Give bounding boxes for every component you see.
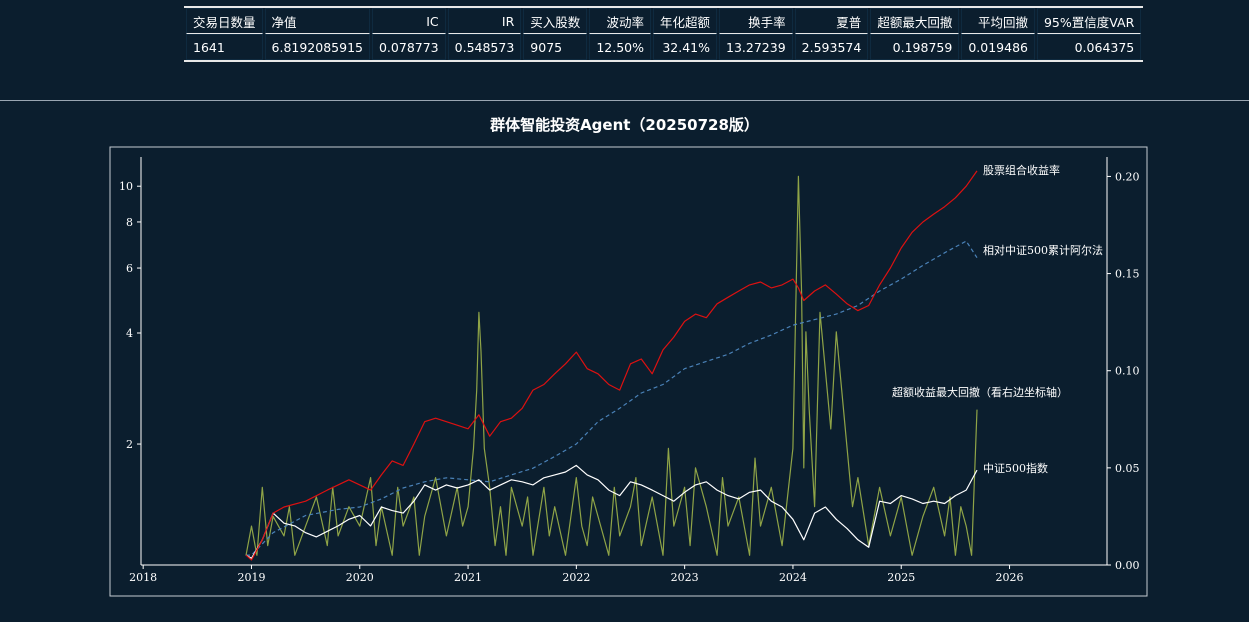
- chart-title: 群体智能投资Agent（20250728版）: [490, 116, 759, 134]
- stats-value-cell: 6.8192085915: [264, 34, 370, 60]
- y-right-tick-label: 0.20: [1115, 170, 1140, 183]
- stats-value-cell: 0.548573: [447, 34, 522, 60]
- x-tick-label: 2021: [454, 571, 482, 584]
- y-left-tick-label: 4: [126, 327, 133, 340]
- stats-value-cell: 0.078773: [371, 34, 446, 60]
- y-right-tick-label: 0.00: [1115, 559, 1140, 572]
- series-label: 股票组合收益率: [983, 163, 1060, 177]
- series-label: 超额收益最大回撤（看右边坐标轴）: [892, 385, 1068, 399]
- chart-frame: [109, 146, 1148, 597]
- stats-header-cell: 超额最大回撤: [870, 8, 960, 34]
- stats-header-cell: IC: [371, 8, 446, 34]
- series-line-portfolio-return: [245, 170, 978, 561]
- series-label: 中证500指数: [983, 461, 1048, 475]
- stats-value-cell: 32.41%: [652, 34, 717, 60]
- stats-header-cell: IR: [447, 8, 522, 34]
- stats-header-cell: 买入股数: [523, 8, 588, 34]
- x-tick-label: 2024: [779, 571, 807, 584]
- series-label: 相对中证500累计阿尔法: [983, 243, 1103, 257]
- y-left-tick-label: 8: [126, 216, 133, 229]
- x-tick-label: 2023: [671, 571, 699, 584]
- y-right-tick-label: 0.05: [1115, 462, 1140, 475]
- stats-header-cell: 净值: [264, 8, 370, 34]
- stats-value-row: 1641 6.8192085915 0.078773 0.548573 9075…: [186, 34, 1142, 60]
- stats-header-cell: 换手率: [719, 8, 793, 34]
- series-line-alpha-vs-csi500: [246, 240, 978, 556]
- y-right-tick-label: 0.10: [1115, 365, 1140, 378]
- stats-value-cell: 0.064375: [1036, 34, 1142, 60]
- stats-header-row: 交易日数量 净值 IC IR 买入股数 波动率 年化超额 换手率 夏普 超额最大…: [186, 8, 1142, 34]
- x-tick-label: 2020: [346, 571, 374, 584]
- y-right-tick-label: 0.15: [1115, 268, 1140, 281]
- section-divider: [0, 100, 1249, 101]
- stats-value-cell: 2.593574: [794, 34, 869, 60]
- stats-value-cell: 13.27239: [719, 34, 793, 60]
- stats-value-cell: 1641: [186, 34, 263, 60]
- x-tick-label: 2025: [887, 571, 915, 584]
- stats-header-cell: 95%置信度VAR: [1036, 8, 1142, 34]
- y-left-tick-label: 10: [119, 180, 133, 193]
- stats-header-cell: 平均回撤: [961, 8, 1035, 34]
- x-tick-label: 2019: [237, 571, 265, 584]
- stats-header-cell: 年化超额: [652, 8, 717, 34]
- y-left-tick-label: 2: [126, 438, 133, 451]
- stats-value-cell: 12.50%: [589, 34, 651, 60]
- stats-table: 交易日数量 净值 IC IR 买入股数 波动率 年化超额 换手率 夏普 超额最大…: [184, 6, 1144, 62]
- stats-value-cell: 0.198759: [870, 34, 960, 60]
- y-left-tick-label: 6: [126, 262, 133, 275]
- stats-value-cell: 0.019486: [961, 34, 1035, 60]
- series-line-max-drawdown: [245, 175, 978, 556]
- stats-value-cell: 9075: [523, 34, 588, 60]
- series-line-csi500-index: [245, 464, 978, 559]
- x-tick-label: 2026: [996, 571, 1024, 584]
- stats-header-cell: 交易日数量: [186, 8, 263, 34]
- x-tick-label: 2022: [562, 571, 590, 584]
- x-tick-label: 2018: [129, 571, 157, 584]
- stats-header-cell: 夏普: [794, 8, 869, 34]
- stats-header-cell: 波动率: [589, 8, 651, 34]
